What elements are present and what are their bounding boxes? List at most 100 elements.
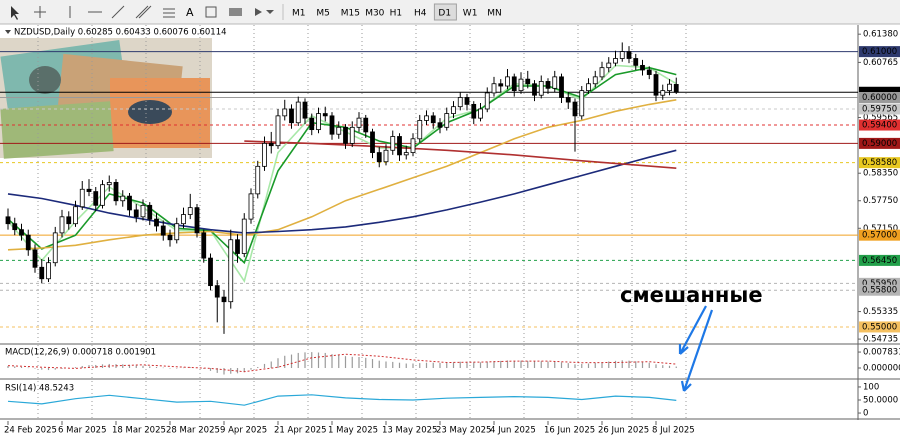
toolbar: A M1 M5 M15 M30 H1 H4 D1 W1 MN: [0, 0, 900, 25]
macd-bar: [128, 364, 131, 369]
candle-body: [336, 126, 342, 135]
macd-bar: [473, 362, 475, 369]
macd-bar: [405, 363, 407, 369]
candle-body: [268, 142, 274, 147]
x-tick-label: 6 Mar 2025: [58, 426, 106, 436]
candle-body: [79, 188, 85, 208]
macd-bar: [527, 360, 529, 369]
candle-body: [518, 78, 524, 92]
macd-bar: [594, 362, 596, 369]
macd-bar: [554, 361, 556, 369]
candle-body: [478, 108, 483, 119]
candle-body: [552, 76, 558, 89]
macd-bar: [243, 368, 245, 372]
candle-body: [606, 62, 612, 69]
shapes-tool[interactable]: [229, 8, 242, 16]
level-label-bg: [859, 321, 900, 333]
timeframe-button[interactable]: M5: [316, 9, 330, 19]
x-tick-label: 1 May 2025: [328, 426, 378, 436]
macd-bar: [581, 363, 583, 369]
macd-bar: [439, 362, 441, 369]
level-label: 0.59750: [862, 104, 897, 114]
x-tick-label: 23 May 2025: [436, 426, 491, 436]
macd-bar: [459, 361, 461, 369]
cursor-tool[interactable]: [11, 6, 19, 20]
candle-body: [484, 92, 490, 110]
candle-body: [464, 97, 470, 105]
macd-bar: [425, 362, 428, 369]
macd-bar: [419, 363, 421, 369]
macd-bar: [378, 360, 380, 369]
macd-bar: [34, 368, 36, 369]
photo: [0, 38, 212, 159]
macd-bar: [668, 365, 671, 369]
candle-body: [187, 207, 193, 215]
candle-body: [32, 249, 38, 268]
candle-body: [451, 106, 456, 114]
level-label: 0.61000: [862, 47, 897, 57]
macd-bar: [675, 366, 677, 369]
macd-bar: [392, 361, 394, 369]
annotation: смешанные: [620, 283, 763, 307]
macd-bar: [648, 362, 650, 369]
macd-bar: [101, 364, 104, 369]
candle-body: [147, 204, 153, 220]
macd-bar: [621, 360, 623, 369]
timeframe-button[interactable]: H1: [390, 9, 403, 19]
label-tool[interactable]: [205, 6, 217, 18]
macd-bar: [230, 368, 232, 374]
fibo-tool[interactable]: [163, 8, 175, 18]
macd-bar: [142, 365, 144, 369]
active-timeframe: [433, 3, 457, 21]
x-tick-label: 16 Jun 2025: [544, 426, 595, 436]
level-label: 0.56450: [862, 256, 897, 266]
candle-body: [640, 64, 645, 71]
macd-bar: [216, 368, 218, 373]
timeframe-button[interactable]: M15: [341, 9, 360, 19]
candle-body: [235, 239, 240, 254]
y-tick-label: 100: [863, 382, 879, 392]
candle-body: [86, 188, 92, 192]
rsi-line: [7, 394, 677, 406]
macd-bar: [54, 368, 56, 370]
trendline-tool[interactable]: [111, 5, 125, 19]
crosshair-tool[interactable]: [34, 6, 46, 18]
level-label: 0.55950: [862, 279, 897, 289]
macd-bar: [635, 361, 637, 369]
timeframe-button[interactable]: M30: [365, 9, 384, 19]
candle-body: [12, 223, 18, 231]
level-label-bg: [859, 137, 900, 149]
macd-bar: [20, 366, 23, 369]
candle-body: [106, 181, 112, 186]
candle-body: [221, 296, 227, 303]
timeframe-button[interactable]: H4: [414, 9, 427, 19]
timeframe-button[interactable]: MN: [487, 9, 502, 19]
candle-body: [181, 214, 186, 225]
candle-body: [390, 136, 396, 151]
macd-bar: [365, 357, 367, 369]
candle-body: [505, 76, 510, 87]
arrows-tool[interactable]: [255, 8, 274, 16]
channel-tool[interactable]: [135, 5, 152, 19]
timeframe-button[interactable]: M1: [292, 9, 306, 19]
timeframes: M1 M5 M15 M30 H1 H4 D1 W1 MN: [292, 3, 502, 21]
macd-bar: [587, 363, 590, 369]
level-label-bg: [859, 92, 900, 104]
x-tick-label: 13 May 2025: [382, 426, 437, 436]
candle-body: [133, 209, 139, 218]
macd-bar: [655, 364, 657, 369]
level-label: 0.59000: [862, 139, 897, 149]
indicator-title: MACD(12,26,9) 0.000718 0.001901: [5, 348, 156, 358]
macd-bar: [614, 360, 617, 369]
timeframe-button[interactable]: W1: [463, 9, 478, 19]
candle-body: [403, 152, 409, 156]
candle-body: [248, 193, 254, 220]
candle-body: [25, 234, 31, 251]
macd-bar: [560, 362, 563, 369]
text-tool[interactable]: A: [186, 6, 194, 19]
macd-bar: [290, 354, 293, 369]
timeframe-button[interactable]: D1: [438, 9, 451, 19]
macd-bar: [81, 365, 83, 369]
macd-bar: [412, 363, 414, 369]
candle-body: [46, 262, 51, 280]
